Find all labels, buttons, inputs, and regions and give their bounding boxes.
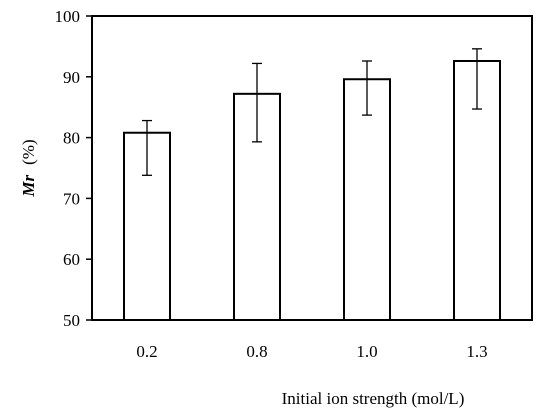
y-tick-label: 90 bbox=[63, 68, 80, 87]
x-axis-label: Initial ion strength (mol/L) bbox=[282, 389, 465, 408]
plot-area bbox=[91, 15, 533, 321]
y-tick-label: 60 bbox=[63, 250, 80, 269]
x-tick-label: 0.2 bbox=[136, 342, 157, 361]
y-tick-label: 70 bbox=[63, 189, 80, 208]
x-axis: 0.2 0.8 1.0 1.3 bbox=[136, 342, 487, 361]
y-axis-label-variable: Mr bbox=[19, 174, 38, 197]
x-tick-label: 1.3 bbox=[466, 342, 487, 361]
y-axis-label-unit: (%) bbox=[19, 139, 38, 164]
x-tick-label: 0.8 bbox=[246, 342, 267, 361]
y-tick-label: 50 bbox=[63, 311, 80, 330]
bar bbox=[343, 78, 391, 322]
y-tick-label: 80 bbox=[63, 129, 80, 148]
error-bars bbox=[142, 48, 482, 176]
plot-frame bbox=[91, 15, 533, 321]
y-axis-label: Mr (%) bbox=[19, 139, 38, 197]
y-tick-label: 100 bbox=[55, 7, 81, 26]
x-tick-label: 1.0 bbox=[356, 342, 377, 361]
y-axis: 50 60 70 80 90 100 bbox=[55, 7, 92, 330]
bars bbox=[123, 59, 501, 322]
